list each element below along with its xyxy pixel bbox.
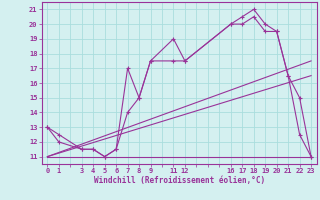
X-axis label: Windchill (Refroidissement éolien,°C): Windchill (Refroidissement éolien,°C) <box>94 176 265 185</box>
